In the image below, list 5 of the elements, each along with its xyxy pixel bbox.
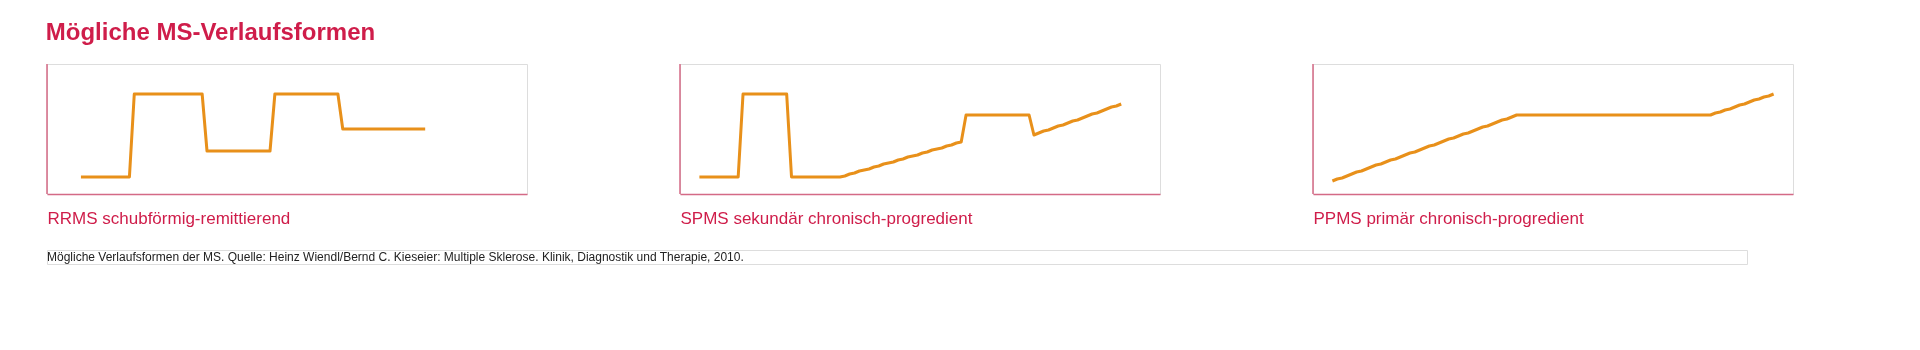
x-axis-title: RRMS schubförmig-remittierend <box>47 208 291 228</box>
x-axis-title: PPMS primär chronisch-progredient <box>1313 208 1584 228</box>
x-axis-title: SPMS sekundär chronisch-progredient <box>680 208 973 228</box>
chart-title: Mögliche MS-Verlaufsformen <box>45 17 376 45</box>
text: Mögliche Verlaufsformen der MS. Quelle: Heinz Wiendl/Bernd C. Kieseier: Multiple Sklerose. Klinik, Diagnostik und Therapie, 2010. <box>47 250 744 264</box>
